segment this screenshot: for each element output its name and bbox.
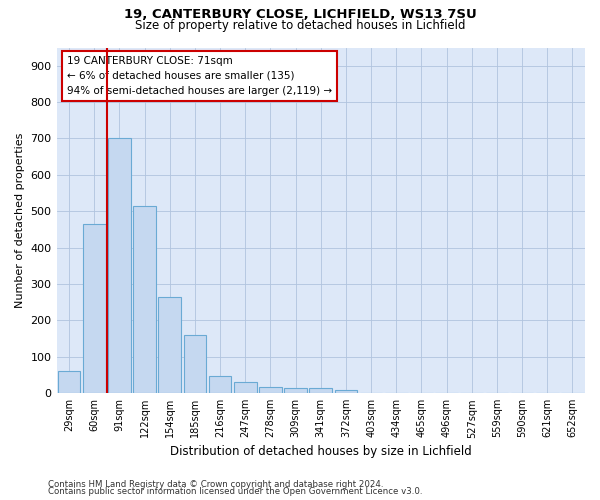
Text: 19, CANTERBURY CLOSE, LICHFIELD, WS13 7SU: 19, CANTERBURY CLOSE, LICHFIELD, WS13 7S… xyxy=(124,8,476,20)
Bar xyxy=(158,297,181,393)
Bar xyxy=(310,388,332,393)
Text: Size of property relative to detached houses in Lichfield: Size of property relative to detached ho… xyxy=(135,19,465,32)
Bar xyxy=(83,224,106,393)
Text: 19 CANTERBURY CLOSE: 71sqm
← 6% of detached houses are smaller (135)
94% of semi: 19 CANTERBURY CLOSE: 71sqm ← 6% of detac… xyxy=(67,56,332,96)
Bar xyxy=(335,390,357,393)
Text: Contains HM Land Registry data © Crown copyright and database right 2024.: Contains HM Land Registry data © Crown c… xyxy=(48,480,383,489)
Bar xyxy=(133,206,156,393)
Bar xyxy=(259,386,282,393)
Y-axis label: Number of detached properties: Number of detached properties xyxy=(15,132,25,308)
X-axis label: Distribution of detached houses by size in Lichfield: Distribution of detached houses by size … xyxy=(170,444,472,458)
Bar xyxy=(209,376,232,393)
Bar xyxy=(284,388,307,393)
Bar xyxy=(234,382,257,393)
Text: Contains public sector information licensed under the Open Government Licence v3: Contains public sector information licen… xyxy=(48,488,422,496)
Bar xyxy=(184,335,206,393)
Bar xyxy=(58,372,80,393)
Bar xyxy=(108,138,131,393)
